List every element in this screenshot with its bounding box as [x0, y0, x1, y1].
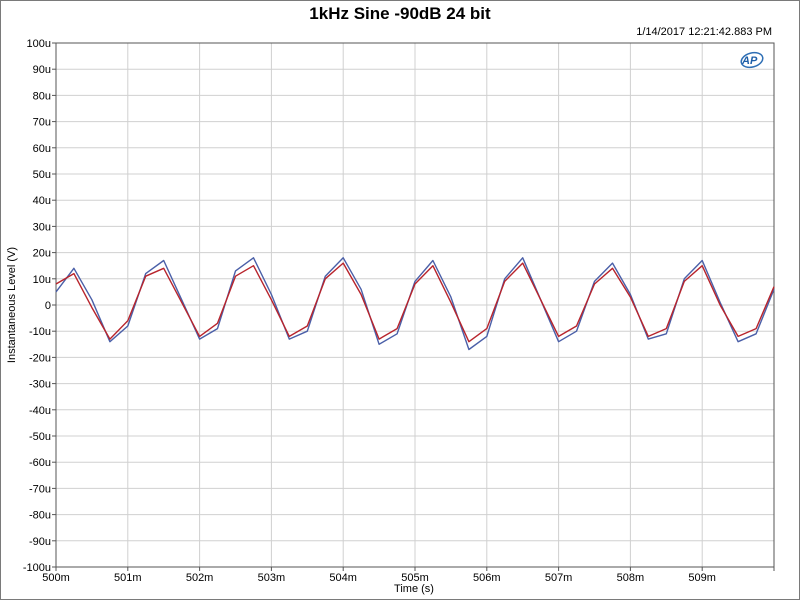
x-tick-label: 504m [329, 572, 357, 584]
series-1-line [55, 257, 775, 351]
chart-title: 1kHz Sine -90dB 24 bit [309, 4, 491, 23]
y-tick-label: -100u [23, 562, 51, 574]
y-tick-label: 50u [33, 169, 51, 181]
y-tick-label: 80u [33, 90, 51, 102]
x-tick-label: 503m [258, 572, 286, 584]
y-tick-label: -90u [29, 536, 51, 548]
x-tick-label: 507m [545, 572, 573, 584]
y-tick-label: -30u [29, 379, 51, 391]
y-tick-label: -20u [29, 352, 51, 364]
y-tick-label: 20u [33, 248, 51, 260]
y-tick-label: -60u [29, 457, 51, 469]
x-tick-label: 505m [401, 572, 429, 584]
timestamp: 1/14/2017 12:21:42.883 PM [636, 26, 772, 38]
x-axis-label: Time (s) [394, 583, 434, 595]
y-tick-label: 60u [33, 143, 51, 155]
y-tick-label: 90u [33, 64, 51, 76]
y-tick-label: -50u [29, 431, 51, 443]
y-tick-label: 0 [45, 300, 51, 312]
x-tick-label: 502m [186, 572, 214, 584]
x-tick-label: 500m [42, 572, 70, 584]
x-tick-label: 506m [473, 572, 501, 584]
y-tick-label: -10u [29, 326, 51, 338]
plot-area [55, 42, 775, 568]
ap-logo-text: AP [741, 55, 758, 67]
y-tick-label: -70u [29, 483, 51, 495]
series-2-line [55, 262, 775, 343]
y-tick-label: -80u [29, 510, 51, 522]
y-tick-label: 70u [33, 117, 51, 129]
x-tick-label: 509m [688, 572, 716, 584]
y-tick-label: -40u [29, 405, 51, 417]
ap-logo: AP [740, 51, 764, 69]
y-tick-label: 10u [33, 274, 51, 286]
y-tick-label: 40u [33, 195, 51, 207]
y-tick-label: 100u [27, 38, 51, 50]
x-tick-label: 501m [114, 572, 142, 584]
y-tick-label: 30u [33, 221, 51, 233]
x-tick-label: 508m [617, 572, 645, 584]
